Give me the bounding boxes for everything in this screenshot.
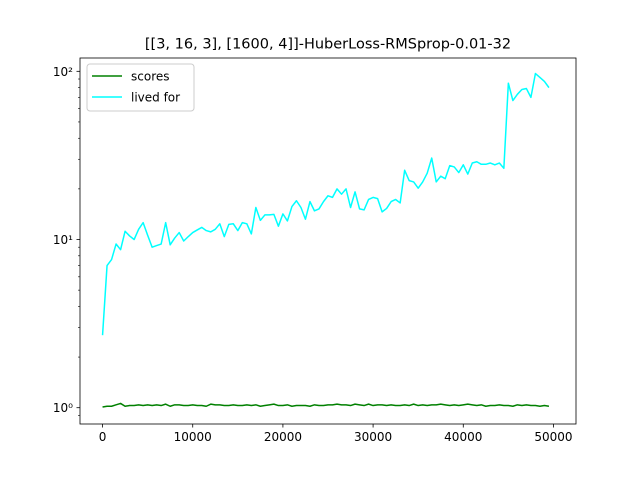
x-tick-label: 30000 [354, 430, 392, 444]
x-tick-label: 40000 [444, 430, 482, 444]
y-tick-label: 10¹ [53, 233, 73, 247]
x-tick-label: 20000 [264, 430, 302, 444]
x-tick-label: 10000 [174, 430, 212, 444]
y-tick-label: 10⁰ [53, 401, 73, 415]
legend-label: scores [131, 70, 170, 84]
series-line-0 [102, 402, 550, 408]
chart-title: [[3, 16, 3], [1600, 4]]-HuberLoss-RMSpro… [145, 37, 511, 53]
y-axis: 10⁰ 10¹ 10² [53, 65, 80, 416]
axes-frame [79, 57, 577, 425]
legend-label: lived for [131, 91, 180, 105]
plot-area [80, 58, 576, 424]
legend: scores lived for [86, 63, 195, 112]
series-line-1 [101, 72, 550, 336]
x-tick-label: 0 [99, 430, 107, 444]
x-tick-label: 50000 [534, 430, 572, 444]
x-axis: 0 10000 20000 30000 40000 50000 [99, 424, 573, 444]
series-layer [101, 72, 550, 408]
y-tick-label: 10² [53, 65, 73, 79]
